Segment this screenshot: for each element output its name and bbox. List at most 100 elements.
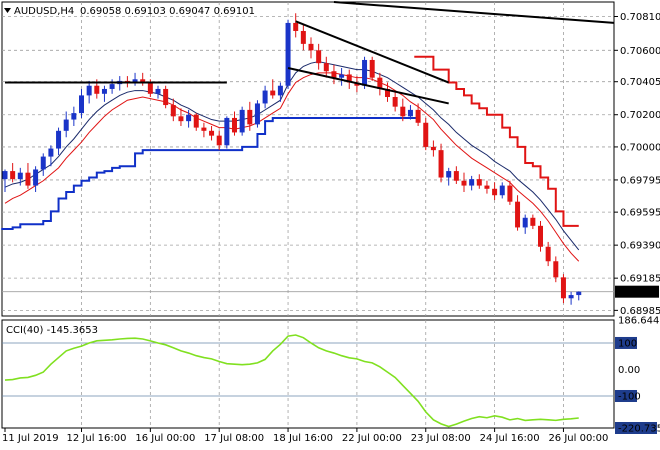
trend-line <box>333 1 615 24</box>
price-tick-label: 0.70810 <box>620 12 660 23</box>
cci-scale-label: 100 <box>618 338 637 349</box>
bear-candle-body <box>10 171 16 180</box>
bull-candle-body <box>109 84 115 89</box>
bull-candle-body <box>362 59 368 86</box>
cci-line <box>4 334 579 428</box>
bull-candle-body <box>407 109 413 117</box>
bear-candle-body <box>507 185 513 202</box>
bear-candle-body <box>385 88 390 98</box>
cci-layer <box>4 334 579 428</box>
bear-candle-body <box>178 116 184 122</box>
bear-candle-body <box>453 171 459 181</box>
price-tick-label: 0.70405 <box>620 77 660 88</box>
symbol-label: AUDUSD,H4 <box>14 6 74 17</box>
bull-candle-body <box>33 169 39 186</box>
time-tick-label: 11 Jul 2019 <box>2 433 59 444</box>
bull-candle-body <box>339 74 345 78</box>
trend-line <box>287 67 449 105</box>
bull-candle-body <box>446 171 452 178</box>
bull-candle-body <box>254 103 260 125</box>
bear-candle-body <box>392 97 398 107</box>
price-tick-label: 0.69185 <box>620 274 660 285</box>
bear-candle-body <box>438 150 444 178</box>
bear-candle-body <box>492 188 498 196</box>
cci-title: CCI(40) -145.3653 <box>6 325 98 336</box>
bear-candle-body <box>369 59 375 78</box>
bull-candle-body <box>522 217 528 228</box>
bear-candle-body <box>515 201 521 228</box>
bear-candle-body <box>308 43 314 51</box>
bear-candle-body <box>560 277 566 299</box>
bear-candle-body <box>545 246 551 262</box>
bull-candle-body <box>224 117 230 146</box>
price-tick-label: 0.70200 <box>620 110 660 121</box>
bull-candle-body <box>277 85 283 96</box>
bull-candle-body <box>239 109 245 133</box>
bear-candle-body <box>193 114 199 128</box>
main-panel-frame <box>1 1 615 317</box>
bear-candle-body <box>400 106 406 117</box>
bull-candle-body <box>186 114 192 122</box>
cci-level-tag <box>615 336 637 349</box>
candles-layer <box>2 13 582 305</box>
bear-candle-body <box>270 90 276 96</box>
current-price-tag <box>615 285 659 298</box>
price-tick-label: 0.69595 <box>620 208 660 219</box>
bear-candle-body <box>430 146 436 151</box>
moving-average-layer <box>4 61 580 262</box>
bull-candle-body <box>469 179 475 186</box>
bull-candle-body <box>86 85 92 96</box>
bear-candle-body <box>331 71 337 78</box>
cci-level-tag <box>615 389 637 402</box>
channel-layer <box>1 55 579 231</box>
time-tick-label: 22 Jul 00:00 <box>342 433 402 444</box>
slow-moving-average-line <box>4 61 580 251</box>
price-tick-label: 0.69390 <box>620 241 660 252</box>
bear-candle-body <box>216 135 222 146</box>
cci-scale-label: 186.6442 <box>618 316 660 327</box>
upper-channel-line <box>414 55 579 227</box>
bear-candle-body <box>247 109 253 125</box>
bear-candle-body <box>461 180 467 186</box>
bull-candle-body <box>285 22 291 86</box>
bear-candle-body <box>423 122 429 147</box>
time-tick-label: 16 Jul 00:00 <box>135 433 195 444</box>
trend-lines-layer <box>5 1 615 105</box>
price-tick-label: 0.68985 <box>620 306 660 317</box>
bear-candle-body <box>170 105 176 117</box>
bear-candle-body <box>25 172 31 186</box>
bull-candle-body <box>155 88 161 94</box>
bear-candle-body <box>147 82 153 94</box>
chart-header: AUDUSD,H4 0.69058 0.69103 0.69047 0.6910… <box>4 6 255 17</box>
time-tick-label: 18 Jul 16:00 <box>273 433 333 444</box>
bull-candle-body <box>79 95 84 114</box>
bear-candle-body <box>293 22 299 31</box>
bear-candle-body <box>201 127 207 131</box>
bear-candle-body <box>300 30 306 44</box>
cci-panel-frame <box>1 319 615 429</box>
bull-candle-body <box>40 156 46 170</box>
bear-candle-body <box>316 50 322 64</box>
bull-candle-body <box>499 185 505 196</box>
cci-scale-label: -100 <box>618 391 641 402</box>
price-tick-label: 0.70600 <box>620 46 660 57</box>
axis-layer: 0.70810 0.70600 0.70405 0.70200 0.70000 0.697… <box>2 12 660 444</box>
bear-candle-body <box>323 63 329 72</box>
time-tick-label: 17 Jul 08:00 <box>204 433 264 444</box>
bear-candle-body <box>530 217 536 226</box>
bull-candle-body <box>2 171 8 180</box>
bull-candle-body <box>568 295 574 299</box>
bull-candle-body <box>262 90 268 104</box>
bear-candle-body <box>140 79 146 83</box>
price-tick-label: 0.70000 <box>620 142 660 153</box>
bull-candle-body <box>576 291 582 296</box>
time-tick-label: 12 Jul 16:00 <box>67 433 127 444</box>
bear-candle-body <box>232 117 237 133</box>
bear-candle-body <box>377 77 383 89</box>
triangle-down-icon <box>4 8 11 13</box>
cci-scale-label: -220.735 <box>618 424 660 435</box>
ohlc-label: 0.69058 0.69103 0.69047 0.69101 <box>80 6 255 17</box>
bear-candle-body <box>163 88 169 106</box>
time-tick-label: 24 Jul 16:00 <box>480 433 540 444</box>
